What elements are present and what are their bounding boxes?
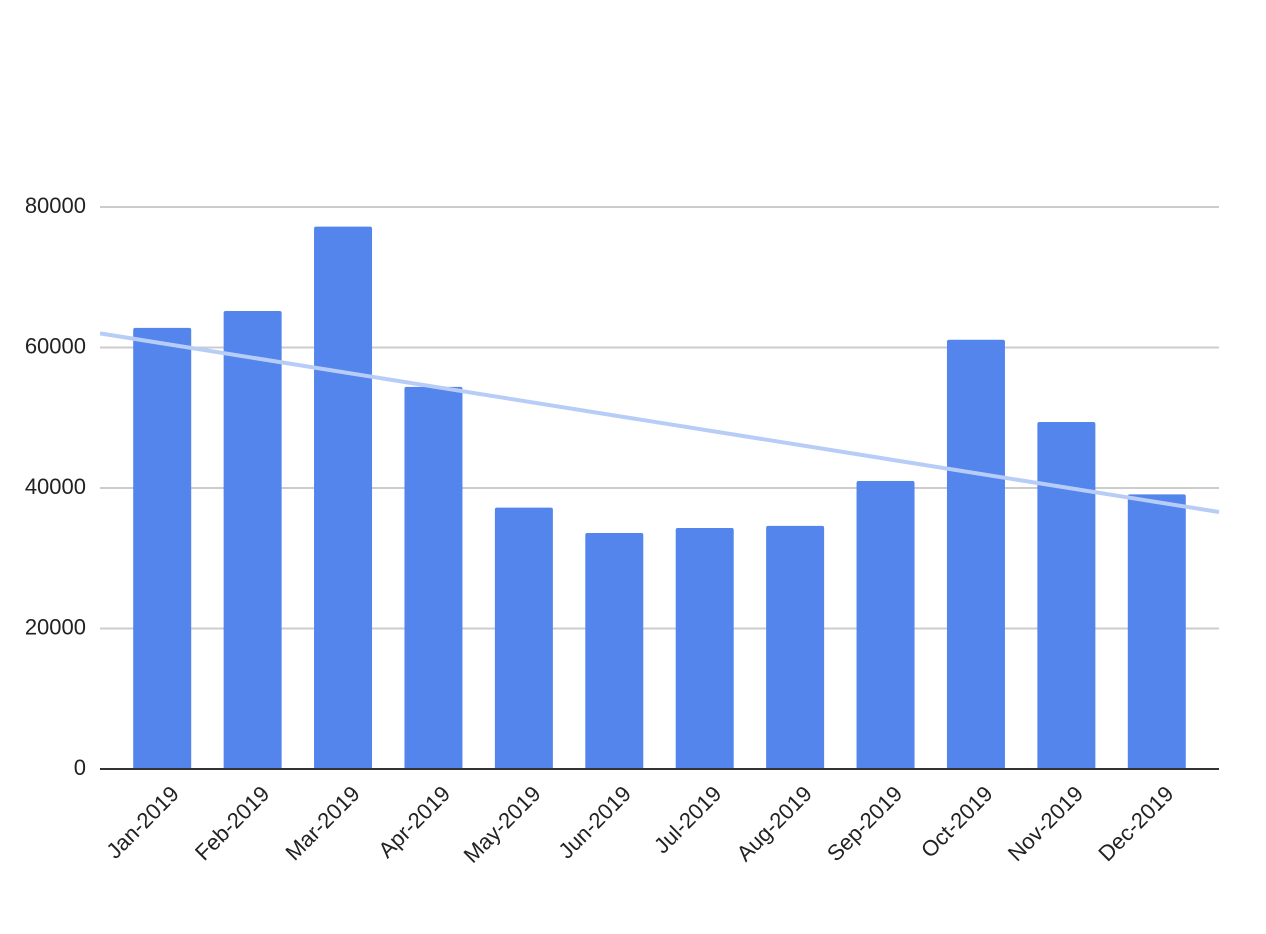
trendline	[99, 331, 1220, 514]
y-tick-label: 0	[74, 755, 86, 780]
x-tick-label: Aug-2019	[732, 781, 817, 866]
x-tick-label: Dec-2019	[1093, 781, 1178, 866]
x-tick-label: Sep-2019	[822, 781, 907, 866]
x-tick-label: Jan-2019	[101, 781, 184, 864]
x-tick-label: Mar-2019	[280, 781, 364, 865]
x-tick-label: May-2019	[459, 781, 546, 868]
y-tick-label: 60000	[25, 333, 86, 358]
bar	[404, 386, 463, 769]
bar	[1037, 421, 1096, 769]
x-tick-label: Jun-2019	[553, 781, 636, 864]
x-tick-label: Apr-2019	[373, 781, 455, 863]
bar	[946, 339, 1005, 769]
bar	[675, 528, 734, 769]
y-tick-label: 20000	[25, 614, 86, 639]
y-tick-label: 80000	[25, 193, 86, 218]
bar	[766, 525, 825, 769]
x-tick-label: Oct-2019	[916, 781, 998, 863]
bar	[494, 507, 553, 769]
bar	[585, 532, 644, 769]
bar	[314, 226, 373, 770]
bar	[1127, 494, 1186, 769]
bar	[856, 480, 915, 769]
y-tick-label: 40000	[25, 474, 86, 499]
x-tick-label: Jul-2019	[649, 781, 726, 858]
x-tick-label: Feb-2019	[190, 781, 274, 865]
bar	[133, 327, 192, 769]
x-tick-label: Nov-2019	[1003, 781, 1088, 866]
bar	[223, 310, 282, 769]
